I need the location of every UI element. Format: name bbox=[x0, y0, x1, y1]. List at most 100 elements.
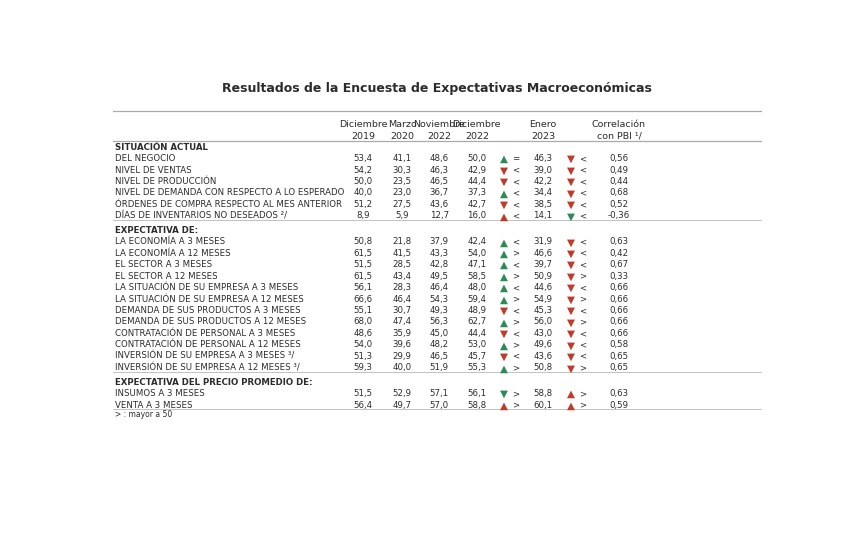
Text: ▲: ▲ bbox=[499, 238, 507, 248]
Text: ▼: ▼ bbox=[567, 200, 575, 210]
Text: 0,49: 0,49 bbox=[608, 165, 628, 175]
Text: 0,65: 0,65 bbox=[608, 352, 628, 361]
Text: <: < bbox=[512, 211, 519, 220]
Text: 2022: 2022 bbox=[464, 132, 488, 140]
Text: ▼: ▼ bbox=[567, 260, 575, 270]
Text: <: < bbox=[579, 238, 585, 246]
Text: 42,2: 42,2 bbox=[532, 177, 552, 186]
Text: 59,3: 59,3 bbox=[354, 364, 372, 372]
Text: 43,4: 43,4 bbox=[392, 271, 412, 281]
Text: INVERSIÓN DE SU EMPRESA A 3 MESES ³/: INVERSIÓN DE SU EMPRESA A 3 MESES ³/ bbox=[114, 352, 293, 361]
Text: ▼: ▼ bbox=[567, 340, 575, 350]
Text: >: > bbox=[512, 340, 519, 349]
Text: <: < bbox=[579, 189, 585, 198]
Text: ▼: ▼ bbox=[567, 271, 575, 281]
Text: ▼: ▼ bbox=[567, 329, 575, 339]
Text: <: < bbox=[512, 283, 519, 292]
Text: ▼: ▼ bbox=[567, 283, 575, 293]
Text: <: < bbox=[579, 329, 585, 338]
Text: Marzo: Marzo bbox=[388, 120, 416, 129]
Text: 47,1: 47,1 bbox=[467, 260, 486, 269]
Text: 42,4: 42,4 bbox=[467, 238, 486, 246]
Text: 56,1: 56,1 bbox=[467, 389, 486, 398]
Text: 37,3: 37,3 bbox=[467, 189, 486, 198]
Text: ▲: ▲ bbox=[499, 249, 507, 259]
Text: Correlación: Correlación bbox=[591, 120, 645, 129]
Text: 50,9: 50,9 bbox=[532, 271, 552, 281]
Text: 2022: 2022 bbox=[427, 132, 451, 140]
Text: 16,0: 16,0 bbox=[467, 211, 486, 220]
Text: 2023: 2023 bbox=[530, 132, 555, 140]
Text: 45,7: 45,7 bbox=[467, 352, 486, 361]
Text: <: < bbox=[579, 177, 585, 186]
Text: 2019: 2019 bbox=[351, 132, 375, 140]
Text: DEMANDA DE SUS PRODUCTOS A 12 MESES: DEMANDA DE SUS PRODUCTOS A 12 MESES bbox=[114, 317, 305, 326]
Text: <: < bbox=[579, 165, 585, 175]
Text: 44,4: 44,4 bbox=[467, 177, 486, 186]
Text: <: < bbox=[579, 260, 585, 269]
Text: >: > bbox=[579, 389, 585, 398]
Text: Resultados de la Encuesta de Expectativas Macroeconómicas: Resultados de la Encuesta de Expectativa… bbox=[222, 82, 651, 95]
Text: ▼: ▼ bbox=[499, 200, 507, 210]
Text: 0,59: 0,59 bbox=[608, 401, 628, 410]
Text: ▼: ▼ bbox=[567, 295, 575, 305]
Text: 40,0: 40,0 bbox=[392, 364, 412, 372]
Text: ÓRDENES DE COMPRA RESPECTO AL MES ANTERIOR: ÓRDENES DE COMPRA RESPECTO AL MES ANTERI… bbox=[114, 200, 341, 209]
Text: <: < bbox=[579, 340, 585, 349]
Text: 0,52: 0,52 bbox=[608, 200, 628, 209]
Text: ▼: ▼ bbox=[567, 189, 575, 199]
Text: 46,4: 46,4 bbox=[429, 283, 448, 292]
Text: 46,3: 46,3 bbox=[429, 165, 448, 175]
Text: INVERSIÓN DE SU EMPRESA A 12 MESES ³/: INVERSIÓN DE SU EMPRESA A 12 MESES ³/ bbox=[114, 364, 299, 372]
Text: <: < bbox=[579, 200, 585, 209]
Text: Enero: Enero bbox=[529, 120, 556, 129]
Text: 29,9: 29,9 bbox=[392, 352, 411, 361]
Text: 49,7: 49,7 bbox=[392, 401, 412, 410]
Text: 43,6: 43,6 bbox=[532, 352, 552, 361]
Text: 31,9: 31,9 bbox=[532, 238, 552, 246]
Text: 48,0: 48,0 bbox=[467, 283, 486, 292]
Text: <: < bbox=[512, 200, 519, 209]
Text: 56,3: 56,3 bbox=[429, 317, 448, 326]
Text: 50,0: 50,0 bbox=[467, 154, 486, 163]
Text: ▲: ▲ bbox=[499, 295, 507, 305]
Text: ▼: ▼ bbox=[567, 249, 575, 259]
Text: 44,6: 44,6 bbox=[532, 283, 552, 292]
Text: 56,0: 56,0 bbox=[532, 317, 552, 326]
Text: 58,8: 58,8 bbox=[467, 401, 486, 410]
Text: LA ECONOMÍA A 3 MESES: LA ECONOMÍA A 3 MESES bbox=[114, 238, 224, 246]
Text: 39,0: 39,0 bbox=[532, 165, 552, 175]
Text: >: > bbox=[512, 389, 519, 398]
Text: 51,5: 51,5 bbox=[353, 260, 372, 269]
Text: LA SITUACIÓN DE SU EMPRESA A 3 MESES: LA SITUACIÓN DE SU EMPRESA A 3 MESES bbox=[114, 283, 297, 292]
Text: 34,4: 34,4 bbox=[532, 189, 552, 198]
Text: ▼: ▼ bbox=[567, 154, 575, 164]
Text: 43,0: 43,0 bbox=[532, 329, 552, 338]
Text: ▼: ▼ bbox=[567, 177, 575, 187]
Text: >: > bbox=[512, 295, 519, 304]
Text: 0,66: 0,66 bbox=[608, 306, 628, 315]
Text: EXPECTATIVA DEL PRECIO PROMEDIO DE:: EXPECTATIVA DEL PRECIO PROMEDIO DE: bbox=[114, 378, 312, 387]
Text: >: > bbox=[512, 317, 519, 326]
Text: 42,7: 42,7 bbox=[467, 200, 486, 209]
Text: >: > bbox=[512, 249, 519, 258]
Text: <: < bbox=[579, 211, 585, 220]
Text: 62,7: 62,7 bbox=[467, 317, 486, 326]
Text: ▲: ▲ bbox=[499, 271, 507, 281]
Text: CONTRATACIÓN DE PERSONAL A 3 MESES: CONTRATACIÓN DE PERSONAL A 3 MESES bbox=[114, 329, 295, 338]
Text: EL SECTOR A 3 MESES: EL SECTOR A 3 MESES bbox=[114, 260, 211, 269]
Text: 53,4: 53,4 bbox=[353, 154, 372, 163]
Text: 58,5: 58,5 bbox=[467, 271, 486, 281]
Text: 55,1: 55,1 bbox=[353, 306, 372, 315]
Text: <: < bbox=[512, 329, 519, 338]
Text: 57,1: 57,1 bbox=[429, 389, 448, 398]
Text: CONTRATACIÓN DE PERSONAL A 12 MESES: CONTRATACIÓN DE PERSONAL A 12 MESES bbox=[114, 340, 300, 349]
Text: 0,44: 0,44 bbox=[608, 177, 628, 186]
Text: 41,1: 41,1 bbox=[392, 154, 412, 163]
Text: 42,8: 42,8 bbox=[429, 260, 448, 269]
Text: 55,3: 55,3 bbox=[467, 364, 486, 372]
Text: >: > bbox=[512, 401, 519, 410]
Text: ▼: ▼ bbox=[499, 306, 507, 316]
Text: ▼: ▼ bbox=[499, 177, 507, 187]
Text: 50,8: 50,8 bbox=[532, 364, 552, 372]
